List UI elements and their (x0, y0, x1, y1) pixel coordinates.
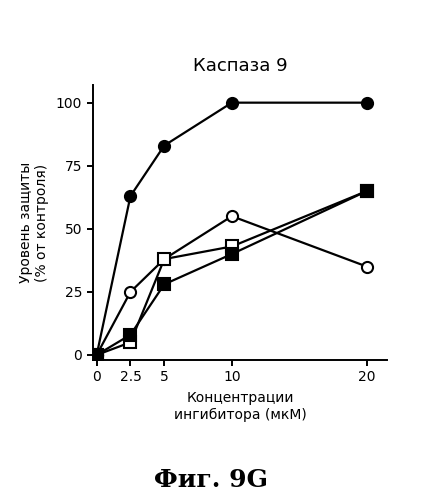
Y-axis label: Уровень защиты
(% от контроля): Уровень защиты (% от контроля) (19, 162, 49, 283)
Text: Фиг. 9G: Фиг. 9G (154, 468, 267, 492)
Title: Каспаза 9: Каспаза 9 (193, 57, 287, 75)
X-axis label: Концентрации
ингибитора (мкМ): Концентрации ингибитора (мкМ) (173, 392, 306, 422)
